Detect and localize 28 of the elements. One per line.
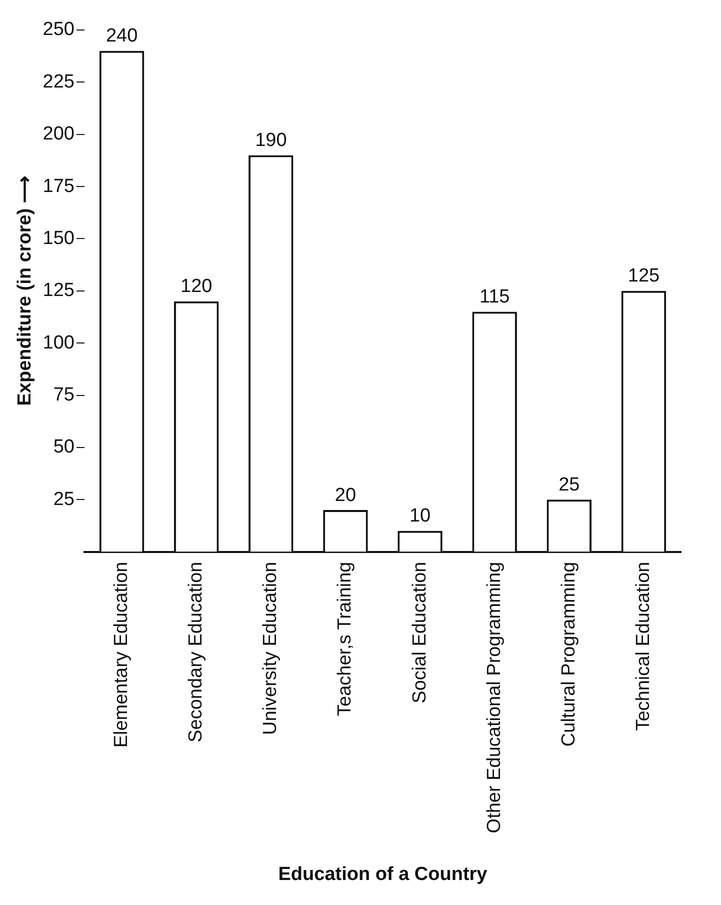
data-label: 240	[106, 26, 138, 47]
data-label: 25	[558, 474, 580, 496]
x-tick-label: Secondary Education	[186, 562, 207, 742]
y-tick-label: 50	[53, 436, 74, 458]
x-tick-label: Elementary Education	[111, 562, 132, 748]
y-tick-label: 25	[53, 488, 74, 510]
x-tick-label: Social Education	[409, 562, 430, 704]
x-tick-label: Technical Education	[632, 562, 654, 731]
y-tick-label: 150	[42, 228, 74, 249]
data-label: 190	[255, 130, 287, 151]
x-tick-label: University Education	[260, 562, 282, 735]
x-tick-label: Teacher,s Training	[334, 562, 356, 716]
y-tick-label: 250	[42, 19, 74, 40]
data-label: 120	[180, 276, 212, 298]
y-tick-label: 75	[53, 384, 74, 406]
y-axis-title: Expenditure (in crore) ⟶	[14, 176, 36, 406]
y-tick-label: 225	[42, 71, 74, 92]
data-label: 125	[628, 266, 660, 287]
y-tick-label: 100	[42, 332, 74, 354]
x-tick-label: Cultural Programming	[558, 562, 580, 747]
x-axis-title: Education of a Country	[278, 864, 488, 885]
data-label: 20	[334, 484, 356, 506]
data-label: 10	[409, 506, 431, 527]
y-tick-label: 125	[42, 280, 74, 302]
y-tick-label: 200	[42, 124, 74, 145]
data-label: 115	[479, 286, 510, 308]
y-tick-label: 175	[42, 176, 74, 197]
x-tick-label: Other Educational Programming	[484, 562, 505, 834]
